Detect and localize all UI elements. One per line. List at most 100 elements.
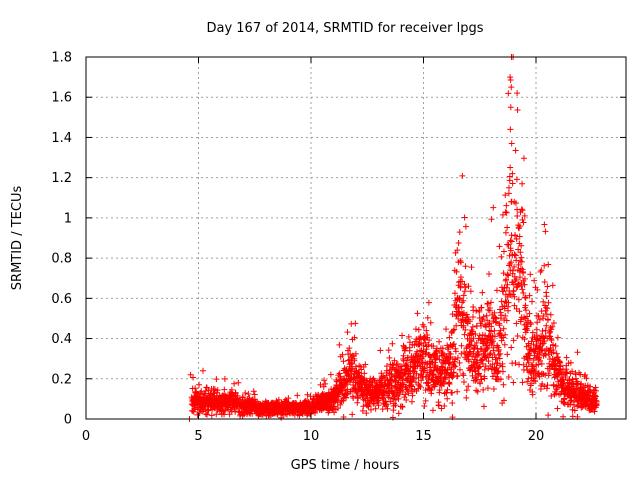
data-point bbox=[531, 348, 538, 355]
data-point bbox=[519, 180, 526, 187]
data-point bbox=[387, 398, 394, 405]
data-point bbox=[540, 298, 547, 305]
data-point bbox=[571, 407, 578, 414]
data-point bbox=[342, 382, 349, 389]
data-point bbox=[416, 341, 423, 348]
data-point bbox=[453, 268, 460, 275]
data-point bbox=[403, 396, 410, 403]
data-point bbox=[360, 390, 367, 397]
data-point bbox=[529, 391, 536, 398]
data-point bbox=[443, 326, 450, 333]
data-point bbox=[481, 375, 488, 382]
data-point bbox=[452, 348, 459, 355]
data-point bbox=[520, 270, 527, 277]
data-point bbox=[548, 326, 555, 333]
data-point bbox=[451, 326, 458, 333]
data-point bbox=[488, 328, 495, 335]
data-point bbox=[518, 254, 525, 261]
data-point bbox=[499, 368, 506, 375]
data-point bbox=[554, 405, 561, 412]
data-point bbox=[497, 327, 504, 334]
data-point bbox=[468, 327, 475, 334]
data-point bbox=[469, 314, 476, 321]
data-point bbox=[503, 276, 510, 283]
data-point bbox=[513, 176, 520, 183]
data-point bbox=[495, 346, 502, 353]
data-point bbox=[349, 365, 356, 372]
data-point bbox=[486, 320, 493, 327]
data-point bbox=[383, 401, 390, 408]
data-point bbox=[554, 385, 561, 392]
data-point bbox=[444, 395, 451, 402]
y-tick-label: 1.2 bbox=[51, 171, 72, 186]
data-point bbox=[543, 304, 550, 311]
data-point bbox=[450, 327, 457, 334]
data-point bbox=[211, 386, 218, 393]
data-point bbox=[505, 299, 512, 306]
data-point bbox=[438, 371, 445, 378]
data-point bbox=[351, 334, 358, 341]
data-point bbox=[523, 363, 530, 370]
data-point bbox=[521, 336, 528, 343]
data-point bbox=[456, 295, 463, 302]
data-point bbox=[479, 289, 486, 296]
data-point bbox=[533, 326, 540, 333]
data-point bbox=[491, 309, 498, 316]
data-point bbox=[480, 313, 487, 320]
data-point bbox=[506, 173, 513, 180]
data-point bbox=[455, 279, 462, 286]
data-point bbox=[370, 400, 377, 407]
data-point bbox=[527, 369, 534, 376]
data-point bbox=[462, 263, 469, 270]
data-point bbox=[521, 212, 528, 219]
data-point bbox=[507, 237, 514, 244]
data-point bbox=[460, 292, 467, 299]
data-point bbox=[352, 350, 359, 357]
data-point bbox=[339, 351, 346, 358]
data-point bbox=[524, 356, 531, 363]
data-point bbox=[440, 381, 447, 388]
data-point bbox=[481, 366, 488, 373]
data-point bbox=[221, 386, 228, 393]
data-point bbox=[501, 305, 508, 312]
data-point bbox=[496, 322, 503, 329]
data-point bbox=[458, 304, 465, 311]
data-point bbox=[464, 314, 471, 321]
data-point bbox=[436, 356, 443, 363]
data-point bbox=[508, 84, 515, 91]
data-point bbox=[521, 314, 528, 321]
data-point bbox=[502, 331, 509, 338]
data-point bbox=[503, 209, 510, 216]
data-point bbox=[476, 315, 483, 322]
data-point bbox=[541, 338, 548, 345]
data-point bbox=[544, 316, 551, 323]
data-point bbox=[533, 332, 540, 339]
data-point bbox=[430, 343, 437, 350]
data-point bbox=[460, 372, 467, 379]
data-point bbox=[337, 401, 344, 408]
data-point bbox=[569, 368, 576, 375]
data-point bbox=[547, 311, 554, 318]
data-point bbox=[390, 362, 397, 369]
data-point bbox=[469, 367, 476, 374]
data-point bbox=[477, 380, 484, 387]
data-point bbox=[389, 414, 396, 421]
data-point bbox=[531, 366, 538, 373]
data-point bbox=[455, 239, 462, 246]
data-point bbox=[478, 376, 485, 383]
data-point bbox=[525, 375, 532, 382]
data-point bbox=[514, 333, 521, 340]
data-point bbox=[336, 370, 343, 377]
data-point bbox=[307, 393, 314, 400]
data-point bbox=[426, 337, 433, 344]
data-point bbox=[485, 358, 492, 365]
data-point bbox=[543, 322, 550, 329]
data-point bbox=[502, 312, 509, 319]
data-point bbox=[472, 368, 479, 375]
data-point bbox=[530, 341, 537, 348]
data-point bbox=[488, 336, 495, 343]
data-point bbox=[425, 299, 432, 306]
data-point bbox=[504, 224, 511, 231]
data-point bbox=[462, 284, 469, 291]
